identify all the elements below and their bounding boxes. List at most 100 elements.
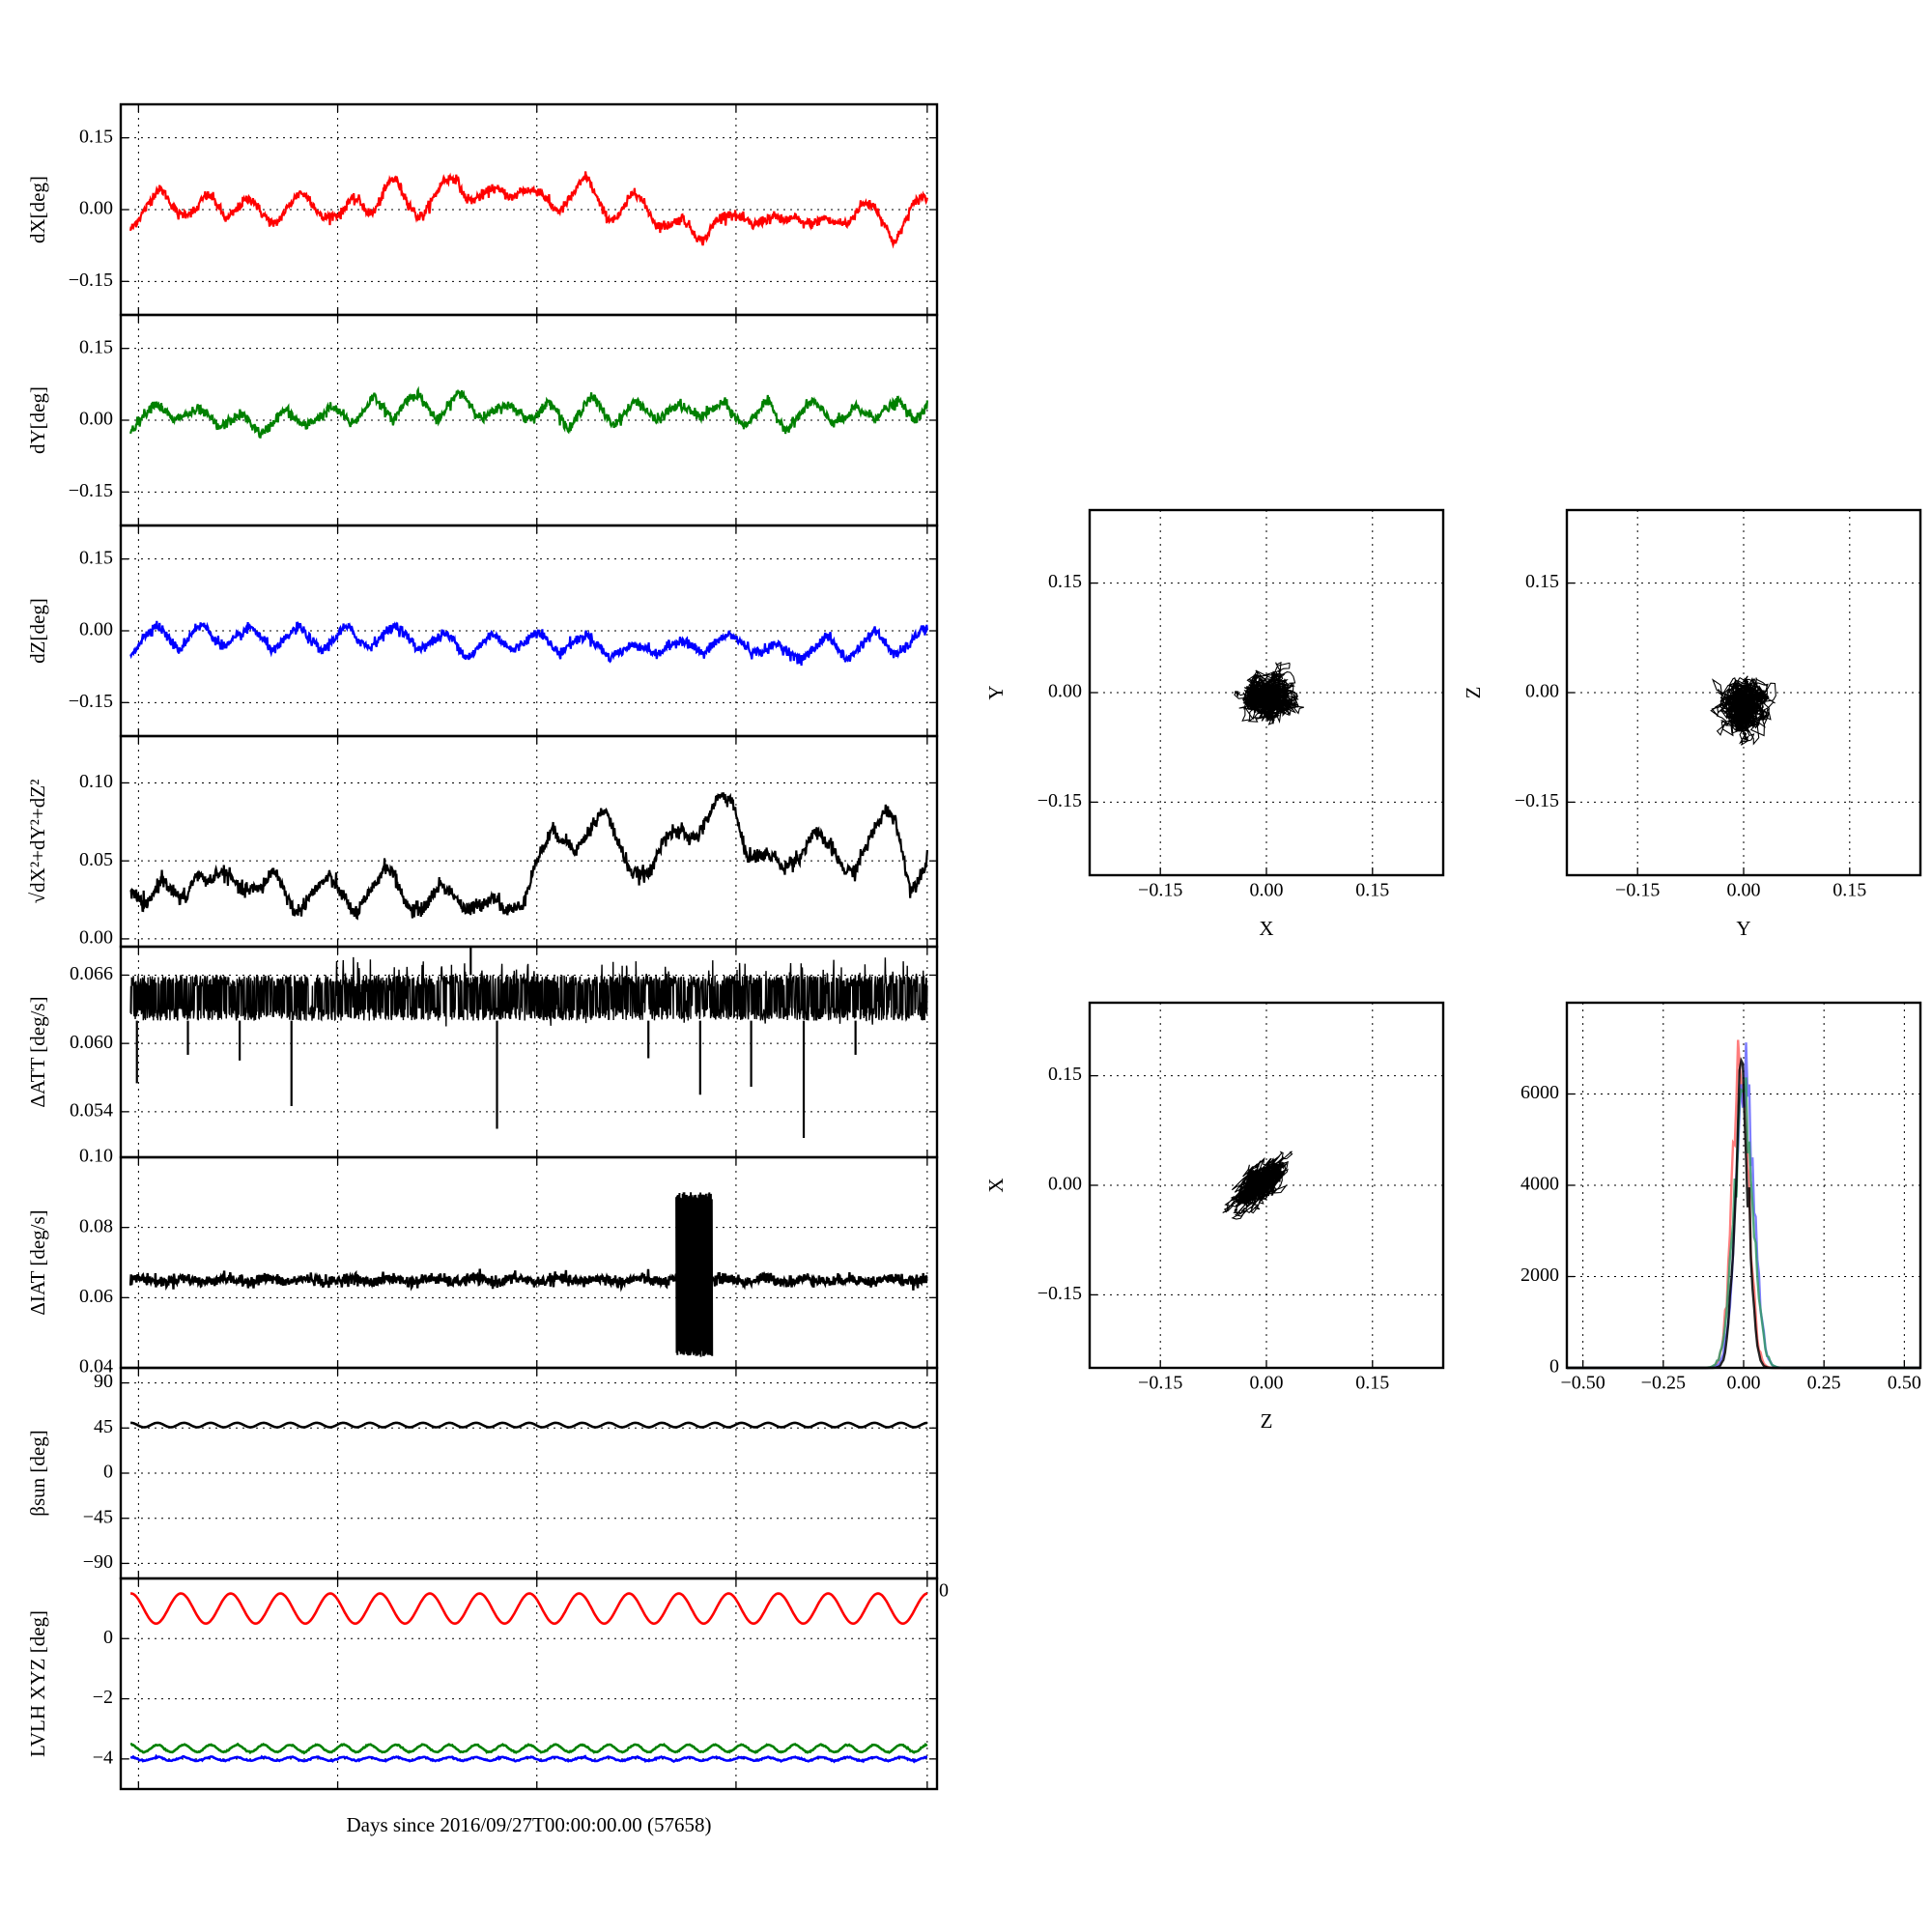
- axes-frame: [1565, 508, 1922, 877]
- y-tick-label: 0: [1549, 1356, 1559, 1378]
- y-tick-label: 0.060: [70, 1032, 113, 1053]
- series-line-dx: [129, 171, 928, 249]
- axes-frame: [1088, 1001, 1445, 1370]
- y-axis-label: dY[deg]: [26, 386, 49, 454]
- plot-area-beta: [130, 1421, 928, 1429]
- plot-area-dx: [129, 171, 928, 249]
- y-tick-label: −0.15: [69, 480, 113, 501]
- x-axis-label: Z: [1261, 1409, 1273, 1433]
- y-tick-label: −45: [83, 1506, 113, 1527]
- x-tick-label: −0.25: [1641, 1373, 1686, 1394]
- y-tick-label: 0.00: [1525, 681, 1559, 702]
- axes-frame: [119, 734, 939, 949]
- y-tick-label: 0.04: [79, 1356, 113, 1378]
- y-tick-label: 0.00: [1048, 1174, 1082, 1195]
- panel-diat: 0.10 0.08 0.06 0.04 ΔIAT [deg/s]: [26, 1146, 939, 1378]
- panel-dz: 0.15 0.00 −0.15 dZ[deg]: [26, 524, 939, 738]
- y-tick-label: −2: [93, 1687, 113, 1708]
- panel-dx: 0.15 0.00 −0.15 dX[deg]: [26, 102, 939, 317]
- plot-area-datt: [129, 947, 928, 1138]
- y-tick-label: 0.06: [79, 1286, 113, 1307]
- series-line-dy: [129, 385, 928, 439]
- series-line-diat: [128, 1268, 928, 1293]
- axes-frame: [1088, 508, 1445, 877]
- y-tick-label: 0.15: [79, 547, 113, 568]
- y-axis-label: ΔATT [deg/s]: [26, 996, 49, 1107]
- y-tick-label: 0.00: [79, 927, 113, 949]
- y-axis-label: LVLH XYZ [deg]: [26, 1610, 49, 1757]
- x-tick-label: 0.15: [1833, 880, 1866, 901]
- x-tick-label: 0.00: [1727, 1373, 1761, 1394]
- y-tick-label: 0.15: [79, 336, 113, 357]
- y-axis-label: ΔIAT [deg/s]: [26, 1209, 49, 1315]
- y-tick-label: 0.15: [1048, 571, 1082, 592]
- series-line-dr: [129, 792, 928, 921]
- y-axis-label: Z: [1462, 687, 1485, 699]
- x-tick-label: 0.25: [1807, 1373, 1841, 1394]
- y-tick-label: 0.05: [79, 849, 113, 870]
- y-tick-label: 0.10: [79, 1146, 113, 1167]
- plot-area-diat: [128, 1192, 928, 1357]
- x-tick-label: 0.00: [1250, 880, 1284, 901]
- panel-dr: 0.10 0.05 0.00 √dX²+dY²+dZ²: [26, 734, 939, 949]
- x-axis-label: Y: [1736, 917, 1750, 940]
- y-axis-label: dZ[deg]: [26, 598, 49, 664]
- y-tick-label: 2000: [1520, 1264, 1559, 1286]
- y-axis-label: dX[deg]: [26, 176, 49, 243]
- x-tick-label: 0.15: [1355, 1373, 1389, 1394]
- y-tick-label: 0.15: [1048, 1064, 1082, 1085]
- plot-area-dr: [129, 792, 928, 921]
- y-tick-label: 45: [94, 1416, 113, 1437]
- series-line-lvlh-2: [129, 1753, 928, 1764]
- y-tick-label: −90: [83, 1551, 113, 1573]
- burst-region: [675, 1192, 714, 1357]
- corner-tick-label: 0: [939, 1580, 949, 1602]
- panel-hist: −0.50 −0.25 0.00 0.25 0.50 0 2000 4000 6000: [1520, 1001, 1922, 1394]
- y-tick-label: 0.00: [79, 619, 113, 640]
- y-tick-label: −0.15: [1515, 790, 1559, 811]
- y-tick-label: 0: [103, 1627, 113, 1648]
- panel-lvlh: 0 −2 −4 LVLH XYZ [deg] 0 Days since 2016/09/2…: [26, 1577, 949, 1836]
- x-tick-label: 0.00: [1727, 880, 1761, 901]
- plot-area-dy: [129, 385, 928, 439]
- y-axis-label: Y: [984, 685, 1008, 699]
- y-tick-label: 0.066: [70, 963, 113, 984]
- y-tick-label: −0.15: [69, 691, 113, 712]
- series-line-beta-0: [130, 1421, 928, 1429]
- y-tick-label: 0.00: [79, 198, 113, 219]
- scatter-trace-yz: [1710, 675, 1776, 746]
- panel-zx: −0.15 −0.15 0.00 0.00 0.15 0.15 Z X: [984, 1001, 1445, 1433]
- plot-area-dz: [129, 620, 928, 667]
- panel-datt: 0.066 0.060 0.054 ΔATT [deg/s]: [26, 945, 939, 1159]
- y-tick-label: 0.054: [70, 1099, 113, 1121]
- y-tick-label: 0.10: [79, 771, 113, 792]
- panel-dy: 0.15 0.00 −0.15 dY[deg]: [26, 313, 939, 527]
- x-tick-label: 0.50: [1888, 1373, 1921, 1394]
- series-line-dz: [129, 620, 928, 667]
- x-tick-label: −0.50: [1560, 1373, 1605, 1394]
- x-tick-label: 0.00: [1250, 1373, 1284, 1394]
- panel-xy: −0.15 −0.15 0.00 0.00 0.15 0.15 X Y: [984, 508, 1445, 940]
- axes-frame: [119, 1155, 939, 1370]
- series-line-datt: [129, 956, 928, 1027]
- panel-yz: −0.15 −0.15 0.00 0.00 0.15 0.15 Y Z: [1462, 508, 1922, 940]
- y-tick-label: 0.15: [79, 126, 113, 147]
- panel-beta: 90 45 0 −45 −90 βsun [deg]: [26, 1366, 939, 1580]
- y-tick-label: 0.00: [1048, 681, 1082, 702]
- y-tick-label: 6000: [1520, 1082, 1559, 1103]
- y-axis-label: βsun [deg]: [26, 1430, 49, 1516]
- scatter-trace-zx: [1222, 1151, 1293, 1220]
- y-tick-label: −4: [93, 1747, 113, 1768]
- x-axis-label: Days since 2016/09/27T00:00:00.00 (57658…: [347, 1813, 712, 1836]
- y-tick-label: 0.15: [1525, 571, 1559, 592]
- y-tick-label: 4000: [1520, 1174, 1559, 1195]
- y-tick-label: −0.15: [1037, 1283, 1082, 1304]
- x-axis-label: X: [1259, 917, 1273, 940]
- plot-area-lvlh: [129, 1592, 928, 1764]
- y-tick-label: 0.00: [79, 409, 113, 430]
- y-tick-label: 0: [103, 1462, 113, 1483]
- y-tick-label: −0.15: [69, 270, 113, 291]
- x-tick-label: −0.15: [1615, 880, 1660, 901]
- series-line-lvlh-1: [129, 1742, 928, 1755]
